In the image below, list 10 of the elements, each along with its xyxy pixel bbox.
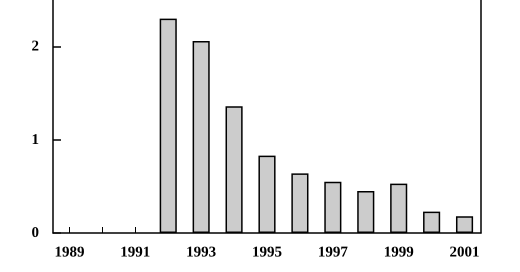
x-tick-label: 1999 <box>384 244 414 260</box>
y-tick-label: 0 <box>32 225 39 241</box>
x-tick-label: 1995 <box>252 244 282 260</box>
x-tick-label: 1991 <box>120 244 150 260</box>
x-tick-label: 1997 <box>318 244 348 260</box>
y-tick-label: 1 <box>32 132 39 148</box>
x-tick-label: 2001 <box>450 244 480 260</box>
x-tick-label: 1989 <box>54 244 84 260</box>
x-tick-label: 1993 <box>186 244 216 260</box>
y-tick-label: 2 <box>32 38 39 55</box>
